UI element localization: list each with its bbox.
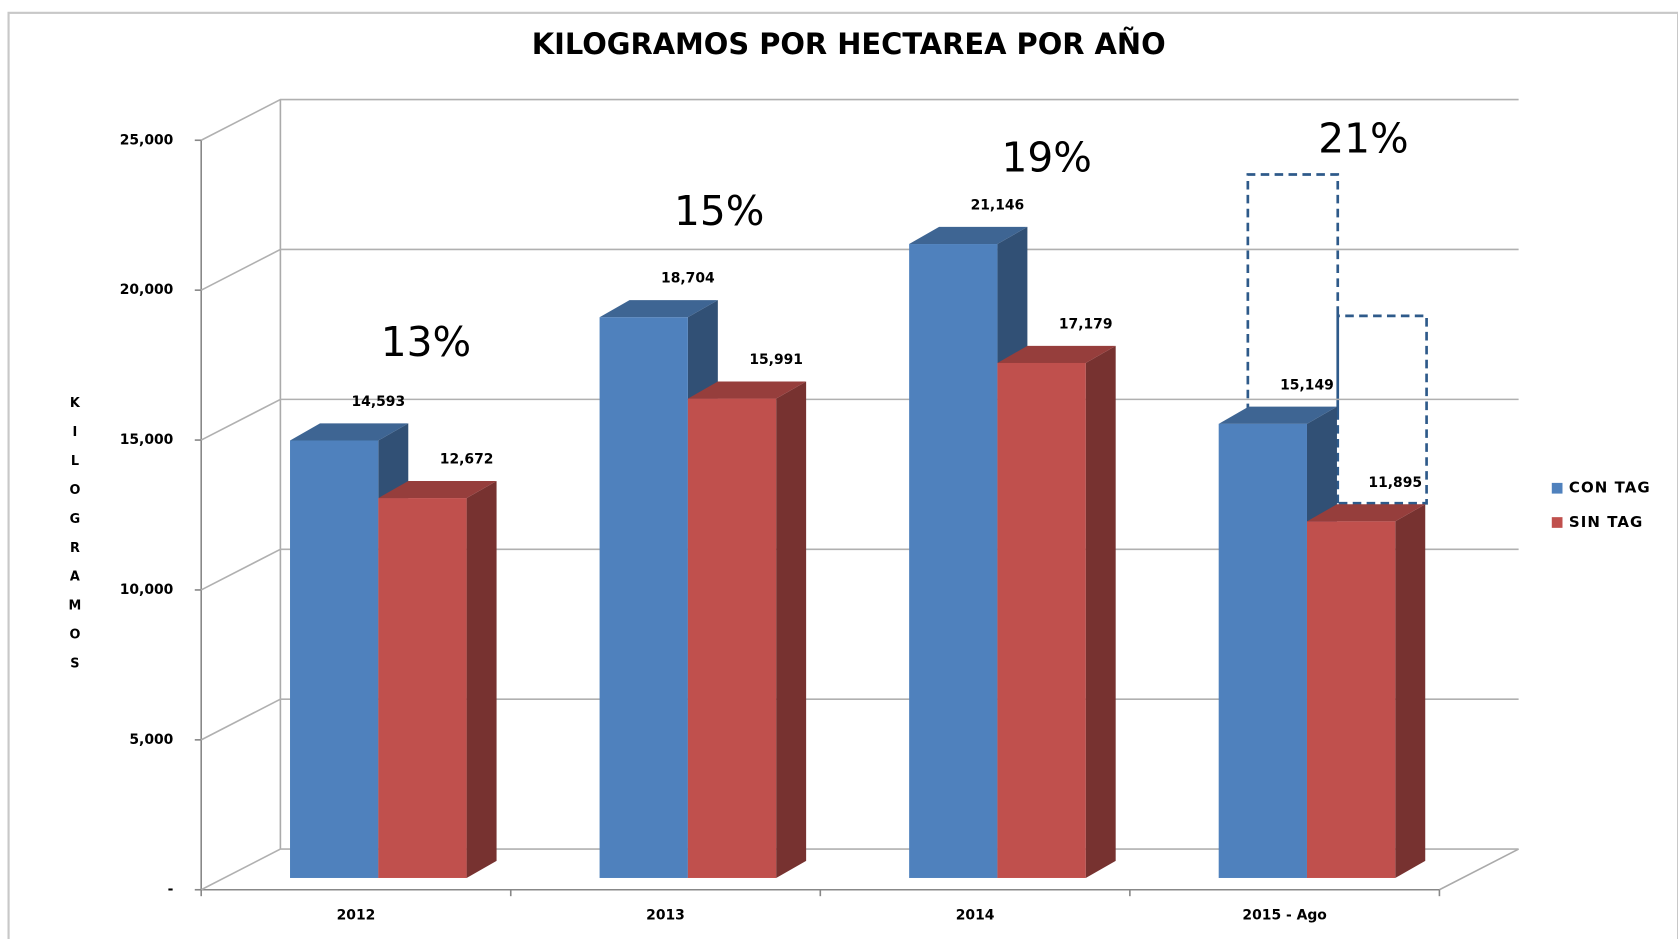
bar-front (290, 440, 379, 878)
bar-front (599, 317, 688, 878)
y-axis-label: KILOGRAMOS (67, 396, 82, 685)
x-tick-label: 2015 - Ago (1242, 907, 1326, 923)
bar-top (909, 226, 1028, 245)
data-label: 15,149 (1280, 377, 1334, 393)
grid-line (200, 98, 1519, 141)
bar-top (599, 300, 718, 318)
bar-front (1306, 521, 1396, 878)
bar-front (909, 244, 998, 878)
y-tick-label: 10,000 (120, 582, 174, 598)
x-tick-label: 2014 (956, 907, 995, 923)
chart-body: KILOGRAMOS POR HECTAREA POR AÑO KILOGRAM… (7, 11, 1678, 939)
data-label: 11,895 (1368, 475, 1422, 491)
projection-box (1246, 173, 1428, 505)
y-tick-label: 25,000 (120, 132, 174, 148)
bar-front (687, 398, 777, 878)
legend-swatch (1551, 482, 1563, 494)
bar-top (1306, 504, 1426, 522)
bar (687, 381, 807, 878)
x-tick-label: 2012 (337, 907, 376, 923)
data-label: 15,991 (749, 352, 803, 368)
bar (378, 480, 497, 878)
data-label: 21,146 (971, 197, 1025, 213)
annotation: 15% (674, 187, 764, 235)
data-label: 17,179 (1059, 316, 1113, 332)
annotation: 13% (381, 318, 471, 366)
bar-side (776, 381, 807, 878)
bar-top (290, 423, 409, 441)
bar-top (687, 381, 807, 399)
legend-label: SIN TAG (1569, 513, 1643, 531)
data-label: 14,593 (351, 394, 405, 410)
bar (997, 345, 1116, 878)
legend-swatch (1551, 517, 1563, 528)
y-tick-label: - (168, 882, 174, 898)
annotation: 21% (1318, 114, 1408, 162)
grid-line (200, 248, 1519, 291)
y-tick-label: 5,000 (129, 732, 173, 748)
y-tick-label: 15,000 (120, 432, 174, 448)
bar-front (378, 498, 467, 878)
annotation: 19% (1001, 134, 1091, 182)
bar (1306, 504, 1426, 878)
bar-side (466, 480, 497, 878)
bar-side (1395, 504, 1426, 878)
data-label: 12,672 (440, 452, 494, 468)
y-tick-label: 20,000 (120, 282, 174, 298)
chart-title: KILOGRAMOS POR HECTAREA POR AÑO (532, 27, 1166, 61)
legend-label: CON TAG (1569, 479, 1651, 497)
data-label: 18,704 (661, 271, 715, 287)
bar-top (378, 480, 497, 499)
bar-front (997, 362, 1086, 878)
bar-side (1085, 345, 1116, 878)
bar-top (1218, 406, 1337, 424)
bar-front (1218, 423, 1307, 878)
bar-top (997, 345, 1116, 363)
floor-right (1439, 848, 1519, 891)
x-tick-label: 2013 (646, 907, 685, 923)
